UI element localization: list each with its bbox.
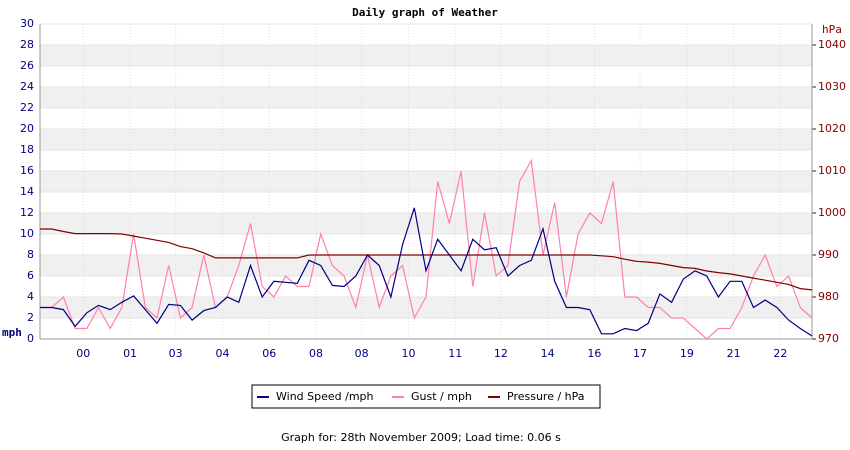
- y-tick-label: 30: [20, 17, 34, 30]
- y-tick-label: 22: [20, 101, 34, 114]
- grid-band: [40, 213, 812, 234]
- x-tick-label: 01: [123, 347, 137, 360]
- grid-band: [40, 87, 812, 108]
- x-tick-label: 06: [262, 347, 276, 360]
- x-tick-label: 08: [309, 347, 323, 360]
- y-tick-label: 0: [27, 332, 34, 345]
- y-tick-label: 14: [20, 185, 34, 198]
- x-tick-label: 14: [541, 347, 555, 360]
- y-tick-label: 12: [20, 206, 34, 219]
- y-tick-label: 18: [20, 143, 34, 156]
- x-tick-label: 19: [680, 347, 694, 360]
- y2-tick-label: 1000: [818, 206, 846, 219]
- y2-tick-label: 1010: [818, 164, 846, 177]
- y-axis-label: mph: [2, 326, 22, 339]
- x-tick-label: 03: [169, 347, 183, 360]
- x-tick-label: 17: [633, 347, 647, 360]
- grid-band: [40, 297, 812, 318]
- y-tick-label: 24: [20, 80, 34, 93]
- series-line: [40, 207, 813, 337]
- y-tick-label: 28: [20, 38, 34, 51]
- legend-label: Gust / mph: [411, 390, 472, 403]
- y-tick-label: 16: [20, 164, 34, 177]
- y-tick-label: 4: [27, 290, 34, 303]
- y-tick-label: 8: [27, 248, 34, 261]
- series-line: [40, 158, 813, 340]
- y2-axis-label: hPa: [822, 23, 842, 36]
- x-tick-label: 21: [727, 347, 741, 360]
- legend-label: Wind Speed /mph: [276, 390, 374, 403]
- y2-tick-label: 1040: [818, 38, 846, 51]
- y2-tick-label: 980: [818, 290, 839, 303]
- grid-band: [40, 255, 812, 276]
- x-tick-label: 22: [773, 347, 787, 360]
- y-tick-label: 26: [20, 59, 34, 72]
- y-tick-label: 20: [20, 122, 34, 135]
- y2-tick-label: 990: [818, 248, 839, 261]
- y2-tick-label: 970: [818, 332, 839, 345]
- y2-tick-label: 1030: [818, 80, 846, 93]
- legend-box: [251, 384, 601, 409]
- x-tick-label: 16: [587, 347, 601, 360]
- x-tick-label: 11: [448, 347, 462, 360]
- x-tick-label: 04: [215, 347, 229, 360]
- chart-title: Daily graph of Weather: [352, 6, 498, 19]
- y-tick-label: 2: [27, 311, 34, 324]
- x-tick-label: 08: [355, 347, 369, 360]
- y2-tick-label: 1020: [818, 122, 846, 135]
- series-line: [40, 228, 813, 291]
- x-tick-label: 00: [76, 347, 90, 360]
- legend-label: Pressure / hPa: [507, 390, 585, 403]
- y-tick-label: 6: [27, 269, 34, 282]
- x-tick-label: 10: [401, 347, 415, 360]
- y-tick-label: 10: [20, 227, 34, 240]
- x-tick-label: 12: [494, 347, 508, 360]
- footer: Graph for: 28th November 2009; Load time…: [281, 431, 561, 444]
- grid-band: [40, 45, 812, 66]
- grid-band: [40, 171, 812, 192]
- grid-band: [40, 129, 812, 150]
